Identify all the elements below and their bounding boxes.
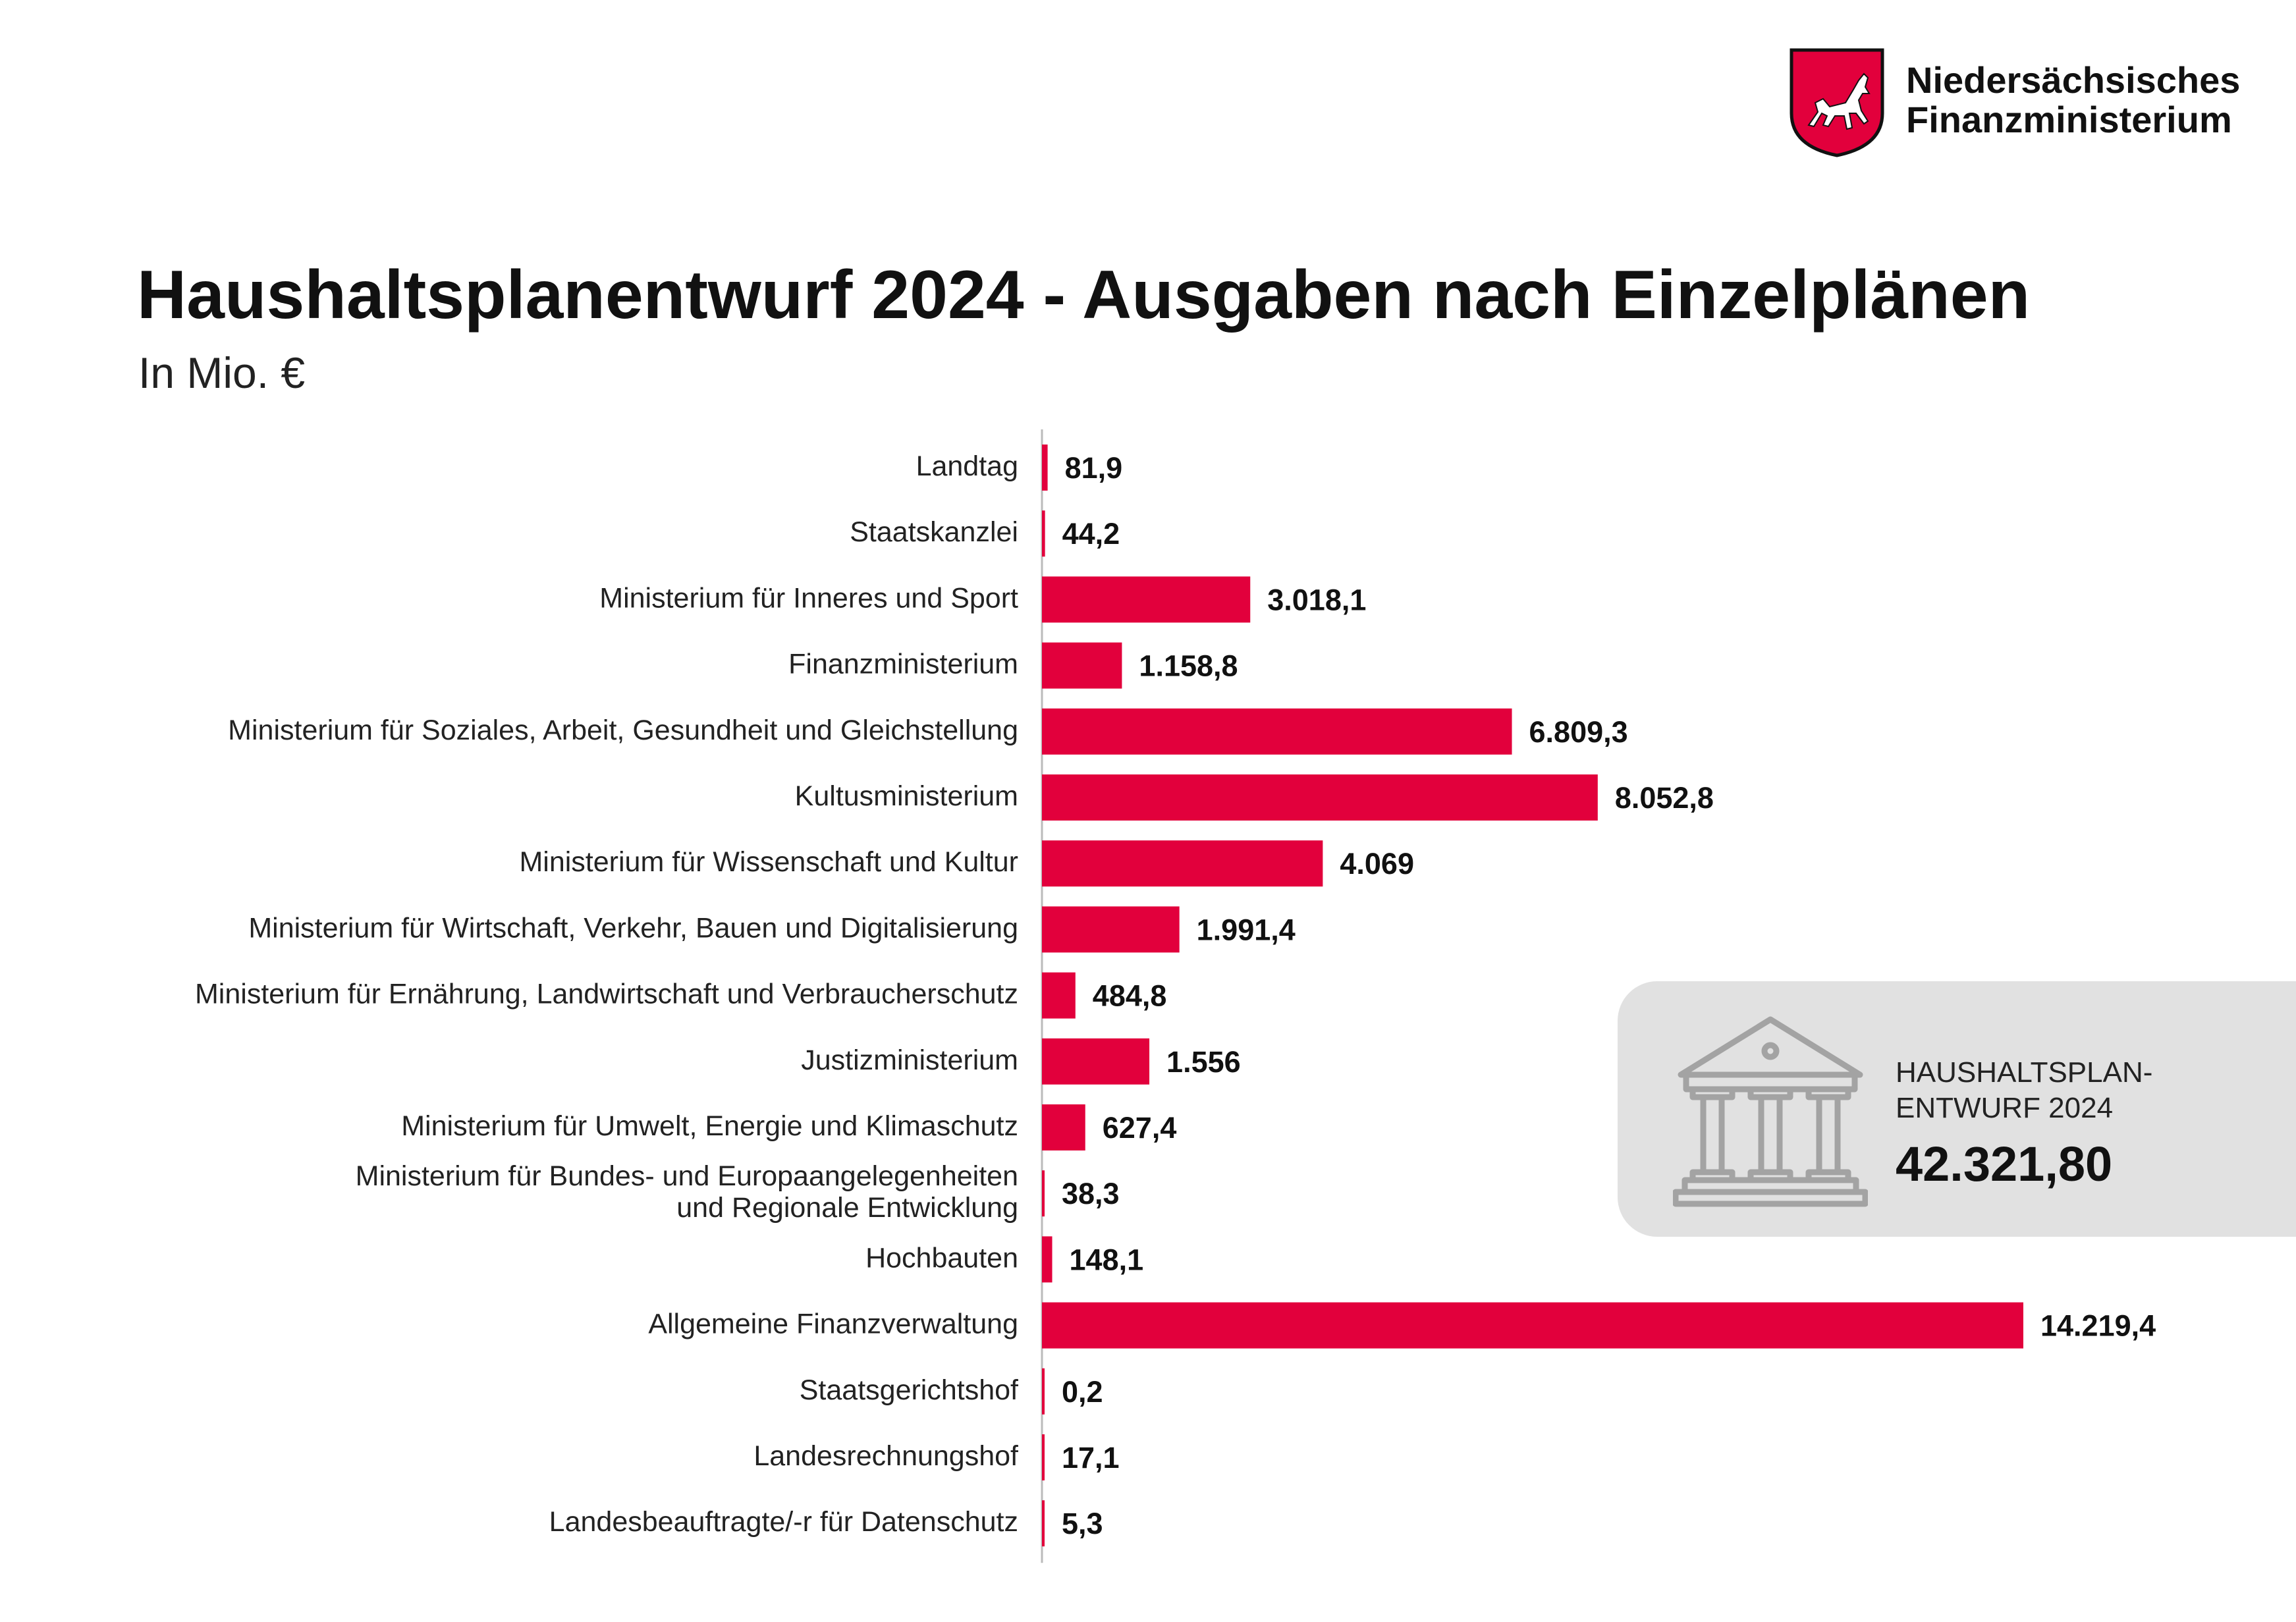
category-label-0: Landtag: [916, 450, 1018, 482]
bar-value-label-13: 14.219,4: [2040, 1309, 2156, 1343]
brand-name-line-1: Niedersächsisches: [1906, 59, 2241, 101]
bar-value-label-3: 1.158,8: [1139, 649, 1238, 683]
total-summary-box: HAUSHALTSPLAN- ENTWURF 2024 42.321,80: [1618, 981, 2296, 1237]
total-label-line-1: HAUSHALTSPLAN-: [1896, 1056, 2153, 1089]
bar-10: [1042, 1104, 1085, 1150]
chart-title: Haushaltsplanentwurf 2024 - Ausgaben nac…: [137, 257, 2031, 333]
bar-value-label-0: 81,9: [1065, 451, 1123, 485]
category-label-15: Landesrechnungshof: [753, 1440, 1019, 1472]
category-label-5: Kultusministerium: [795, 780, 1018, 812]
bar-value-label-15: 17,1: [1062, 1441, 1120, 1474]
category-label-8: Ministerium für Ernährung, Landwirtschaf…: [195, 979, 1018, 1010]
bar-value-label-7: 1.991,4: [1197, 913, 1296, 946]
category-label-11-line-0: Ministerium für Bundes- und Europaangele…: [356, 1160, 1018, 1192]
total-value: 42.321,80: [1896, 1137, 2113, 1191]
bar-7: [1042, 906, 1180, 953]
bar-3: [1042, 642, 1122, 689]
bar-value-label-1: 44,2: [1062, 517, 1120, 551]
category-label-4: Ministerium für Soziales, Arbeit, Gesund…: [228, 715, 1018, 746]
bar-0: [1042, 445, 1048, 491]
bar-11: [1042, 1170, 1045, 1217]
bar-1: [1042, 510, 1045, 557]
bar-2: [1042, 576, 1251, 623]
bar-value-label-9: 1.556: [1166, 1045, 1241, 1079]
government-building-icon: [1673, 1016, 1868, 1207]
bar-value-label-11: 38,3: [1062, 1177, 1120, 1210]
lower-saxony-horse-shield-logo: [1790, 48, 1884, 157]
bar-9: [1042, 1038, 1150, 1085]
bar-value-label-8: 484,8: [1093, 979, 1167, 1013]
bar-value-label-10: 627,4: [1103, 1111, 1177, 1145]
bar-value-label-5: 8.052,8: [1615, 781, 1714, 815]
bar-12: [1042, 1236, 1052, 1283]
chart-subtitle: In Mio. €: [138, 348, 306, 397]
category-label-6: Ministerium für Wissenschaft und Kultur: [519, 846, 1018, 878]
bar-5: [1042, 774, 1598, 821]
category-label-13: Allgemeine Finanzverwaltung: [648, 1309, 1018, 1340]
total-label-line-2: ENTWURF 2024: [1896, 1092, 2114, 1124]
bar-4: [1042, 708, 1512, 755]
category-label-12: Hochbauten: [865, 1242, 1018, 1274]
bar-value-label-4: 6.809,3: [1529, 715, 1628, 749]
bar-13: [1042, 1302, 2023, 1349]
category-label-11-line-1: und Regionale Entwicklung: [676, 1192, 1018, 1224]
bar-14: [1042, 1368, 1045, 1415]
category-label-9: Justizministerium: [801, 1044, 1018, 1076]
category-label-3: Finanzministerium: [788, 649, 1018, 680]
category-label-14: Staatsgerichtshof: [800, 1374, 1019, 1406]
total-label: HAUSHALTSPLAN- ENTWURF 2024: [1896, 1055, 2152, 1126]
category-label-16: Landesbeauftragte/-r für Datenschutz: [549, 1506, 1018, 1538]
bar-value-label-2: 3.018,1: [1267, 583, 1366, 616]
bar-15: [1042, 1434, 1045, 1480]
bar-value-label-12: 148,1: [1070, 1243, 1144, 1276]
bar-16: [1042, 1500, 1045, 1547]
category-label-1: Staatskanzlei: [850, 516, 1018, 548]
bar-value-label-14: 0,2: [1062, 1375, 1103, 1409]
bar-6: [1042, 840, 1323, 887]
brand-name-line-2: Finanzministerium: [1906, 99, 2232, 140]
bar-value-label-6: 4.069: [1340, 847, 1414, 880]
category-label-7: Ministerium für Wirtschaft, Verkehr, Bau…: [248, 912, 1018, 944]
category-label-2: Ministerium für Inneres und Sport: [599, 582, 1018, 614]
bar-chart: 81,9 Landtag 44,2 Staatskanzlei 3.018,1 Minis…: [195, 429, 2156, 1563]
bar-8: [1042, 972, 1076, 1019]
category-label-10: Ministerium für Umwelt, Energie und Klim…: [401, 1110, 1018, 1142]
bar-value-label-16: 5,3: [1062, 1507, 1103, 1540]
